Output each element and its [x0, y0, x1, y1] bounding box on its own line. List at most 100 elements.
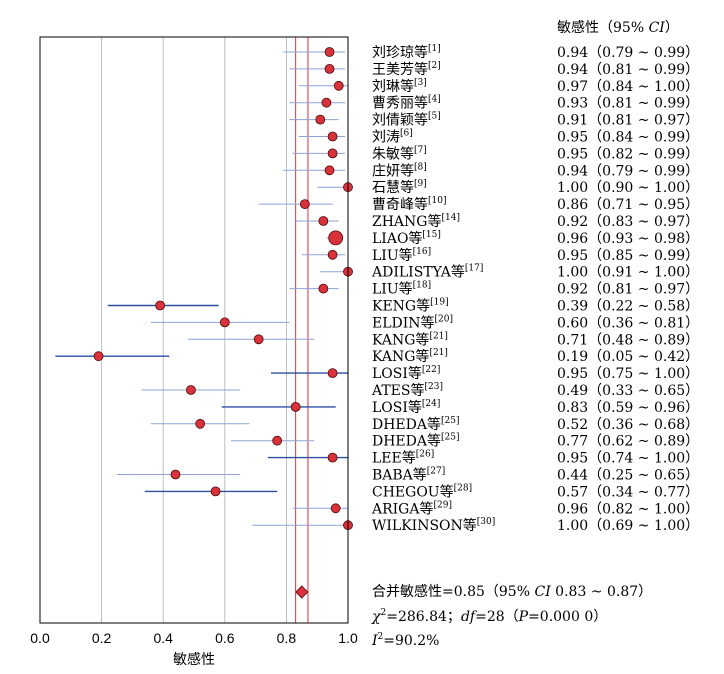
study-point: [315, 114, 326, 125]
study-value: 0.86（0.71 ~ 0.95）: [557, 197, 699, 213]
pooled-summary: 合并敏感性=0.85（95% CI 0.83 ~ 0.87）: [372, 583, 652, 600]
study-label: ZHANG等[14]: [372, 213, 460, 230]
study-label: 刘涛[6]: [372, 129, 413, 146]
study-value: 0.94（0.79 ~ 0.99）: [557, 163, 699, 179]
study-value: 0.95（0.82 ~ 0.99）: [557, 146, 699, 162]
study-point: [333, 80, 344, 91]
grid-lines: [101, 37, 287, 623]
study-value: 0.91（0.81 ~ 0.97）: [557, 113, 699, 129]
study-label: 石慧等[9]: [372, 179, 427, 196]
study-label: DHEDA等[25]: [372, 416, 459, 433]
study-label: 庄妍等[8]: [372, 162, 427, 179]
study-point: [170, 469, 181, 480]
study-label: LIAO等[15]: [372, 230, 441, 247]
heterogeneity-chi2: χ2=286.84；df=28（P=0.000 0）: [371, 608, 607, 625]
study-point: [253, 334, 264, 345]
study-point: [327, 368, 338, 379]
study-label: LEE等[26]: [372, 450, 434, 467]
study-label: LOSI等[22]: [372, 365, 440, 382]
x-tick-label: 0.0: [30, 630, 50, 646]
study-value: 1.00（0.91 ~ 1.00）: [557, 265, 699, 281]
study-point: [318, 216, 329, 226]
x-tick-label: 0.4: [153, 630, 173, 646]
x-tick-label: 1.0: [338, 630, 358, 646]
study-value: 0.39（0.22 ~ 0.58）: [557, 299, 699, 315]
study-label: WILKINSON等[30]: [372, 517, 495, 534]
study-label: LOSI等[24]: [372, 399, 440, 416]
study-label: 朱敏等[7]: [372, 145, 427, 162]
study-value: 0.92（0.81 ~ 0.97）: [557, 282, 699, 298]
study-point: [93, 351, 104, 362]
study-point: [318, 283, 329, 294]
study-point: [195, 418, 206, 429]
study-value: 0.60（0.36 ~ 0.81）: [557, 315, 699, 331]
study-point: [324, 165, 335, 176]
study-point: [186, 385, 196, 395]
study-value: 0.97（0.84 ~ 1.00）: [557, 79, 699, 95]
study-point: [327, 452, 338, 463]
study-value: 0.52（0.36 ~ 0.68）: [557, 417, 699, 433]
study-point: [324, 47, 335, 57]
header-ci: CI: [649, 20, 666, 36]
study-value: 0.83（0.59 ~ 0.96）: [557, 400, 699, 416]
study-label: CHEGOU等[28]: [372, 483, 472, 500]
study-value: 0.44（0.25 ~ 0.65）: [557, 468, 699, 484]
study-label: KENG等[19]: [372, 298, 449, 315]
study-value: 0.71（0.48 ~ 0.89）: [557, 332, 699, 348]
study-value: 0.49（0.33 ~ 0.65）: [557, 383, 699, 399]
column-header: 敏感性（95% CI）: [557, 19, 679, 36]
study-label: 刘倩颖等[5]: [372, 112, 441, 129]
plot-frame: [39, 36, 349, 624]
x-axis-label: 敏感性: [173, 651, 215, 668]
study-value: 0.96（0.82 ~ 1.00）: [557, 501, 699, 517]
heterogeneity-i2: I2=90.2%: [371, 632, 439, 649]
study-point: [321, 97, 332, 108]
study-point: [290, 401, 301, 412]
study-point: [272, 435, 283, 446]
x-axis-ticks: 0.0 0.2 0.4 0.6 0.8 1.0: [30, 630, 358, 646]
header-close: ）: [665, 20, 679, 36]
study-label: ELDIN等[20]: [372, 314, 453, 331]
study-point: [328, 230, 344, 246]
study-value: 0.95（0.85 ~ 0.99）: [557, 248, 699, 264]
pooled-diamond: [295, 585, 309, 599]
study-point: [330, 503, 341, 514]
study-label: BABA等[27]: [372, 467, 445, 484]
study-point: [324, 64, 335, 74]
study-label: 王美芳等[2]: [372, 61, 441, 78]
header-title: 敏感性（95%: [557, 19, 649, 36]
study-value: 0.19（0.05 ~ 0.42）: [557, 349, 699, 365]
study-value: 0.57（0.34 ~ 0.77）: [557, 484, 699, 500]
study-value: 0.92（0.83 ~ 0.97）: [557, 214, 699, 230]
study-label: 曹秀丽等[4]: [372, 95, 441, 112]
study-value: 0.94（0.79 ~ 0.99）: [557, 45, 699, 61]
study-value: 0.93（0.81 ~ 0.99）: [557, 96, 699, 112]
study-value: 0.95（0.84 ~ 0.99）: [557, 130, 699, 146]
x-tick-label: 0.6: [215, 630, 235, 646]
pooled-estimate: [295, 37, 309, 623]
confidence-intervals: [55, 51, 348, 526]
study-point: [327, 131, 338, 142]
study-label: LIU等[16]: [372, 247, 431, 264]
study-point: [327, 148, 338, 159]
study-label: LIU等[18]: [372, 281, 431, 298]
study-label: 曹奇峰等[10]: [372, 196, 446, 213]
study-label: KANG等[21]: [372, 348, 448, 365]
study-point: [219, 317, 230, 328]
study-point: [299, 199, 310, 210]
study-point: [155, 300, 166, 311]
x-tick-label: 0.2: [92, 630, 112, 646]
study-label: 刘琳等[3]: [372, 78, 427, 95]
study-value: 0.95（0.74 ~ 1.00）: [557, 451, 699, 467]
study-values: 0.94（0.79 ~ 0.99）0.94（0.81 ~ 0.99）0.97（0…: [557, 45, 699, 534]
x-tick-label: 0.8: [277, 630, 297, 646]
study-value: 0.96（0.93 ~ 0.98）: [557, 231, 699, 247]
study-value: 0.95（0.75 ~ 1.00）: [557, 366, 699, 382]
study-value: 1.00（0.90 ~ 1.00）: [557, 180, 699, 196]
study-label: DHEDA等[25]: [372, 433, 459, 450]
study-labels: 刘珍琼等[1]王美芳等[2]刘琳等[3]曹秀丽等[4]刘倩颖等[5]刘涛[6]朱…: [371, 44, 495, 534]
study-point: [210, 486, 221, 497]
study-label: 刘珍琼等[1]: [372, 44, 441, 61]
study-label: ADILISTYA等[17]: [371, 264, 483, 281]
